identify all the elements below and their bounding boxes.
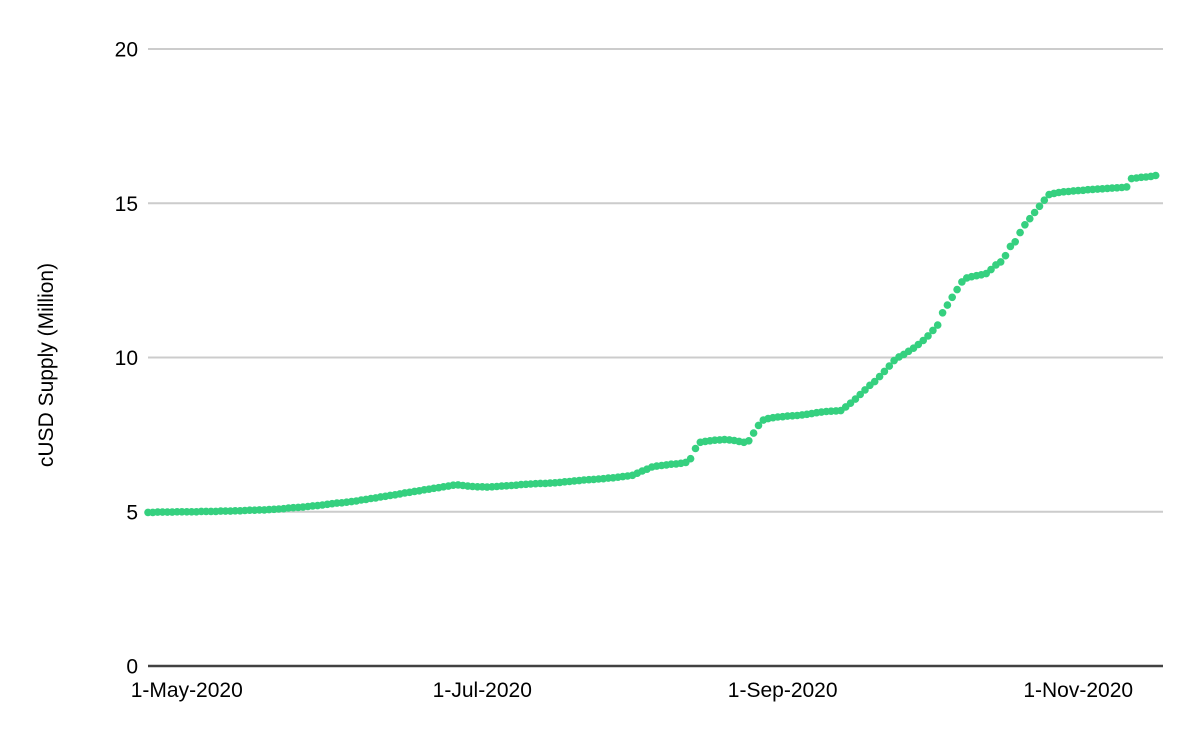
data-point bbox=[754, 421, 763, 430]
data-point bbox=[885, 362, 894, 370]
data-point bbox=[1011, 238, 1019, 246]
data-point bbox=[856, 390, 864, 399]
data-point bbox=[1040, 196, 1049, 204]
data-point bbox=[1021, 221, 1029, 229]
x-tick-label: 1-Sep-2020 bbox=[728, 679, 838, 702]
data-point bbox=[987, 265, 995, 274]
data-point bbox=[953, 285, 961, 294]
x-tick-label: 1-May-2020 bbox=[131, 679, 243, 702]
data-point bbox=[745, 437, 753, 445]
data-point bbox=[861, 386, 869, 394]
data-point bbox=[1016, 228, 1024, 237]
data-point bbox=[1030, 208, 1039, 217]
data-point bbox=[686, 454, 695, 463]
y-tick-label: 10 bbox=[115, 347, 138, 370]
y-tick-label: 20 bbox=[115, 39, 138, 62]
data-point bbox=[924, 332, 932, 340]
data-point bbox=[919, 336, 927, 345]
y-tick-label: 5 bbox=[126, 501, 138, 524]
data-point bbox=[1001, 251, 1010, 260]
y-tick-label: 0 bbox=[126, 656, 138, 679]
data-point bbox=[1122, 183, 1131, 191]
y-axis-title: cUSD Supply (Million) bbox=[35, 262, 58, 468]
data-point bbox=[938, 309, 947, 317]
data-point bbox=[851, 395, 860, 403]
x-tick-label: 1-Nov-2020 bbox=[1023, 679, 1133, 702]
data-point bbox=[1006, 242, 1015, 251]
x-tick-label: 1-Jul-2020 bbox=[433, 679, 532, 702]
data-point bbox=[1026, 214, 1034, 223]
data-point bbox=[691, 444, 700, 453]
data-point bbox=[1035, 202, 1044, 211]
data-point bbox=[880, 367, 889, 376]
data-point bbox=[1151, 171, 1160, 180]
data-point bbox=[875, 372, 884, 381]
data-point bbox=[749, 429, 758, 437]
data-point bbox=[943, 301, 952, 309]
data-point bbox=[996, 258, 1005, 266]
data-point bbox=[870, 377, 879, 386]
data-point bbox=[948, 293, 956, 302]
data-point bbox=[933, 321, 942, 329]
data-point bbox=[929, 326, 937, 335]
y-tick-label: 15 bbox=[115, 193, 138, 216]
